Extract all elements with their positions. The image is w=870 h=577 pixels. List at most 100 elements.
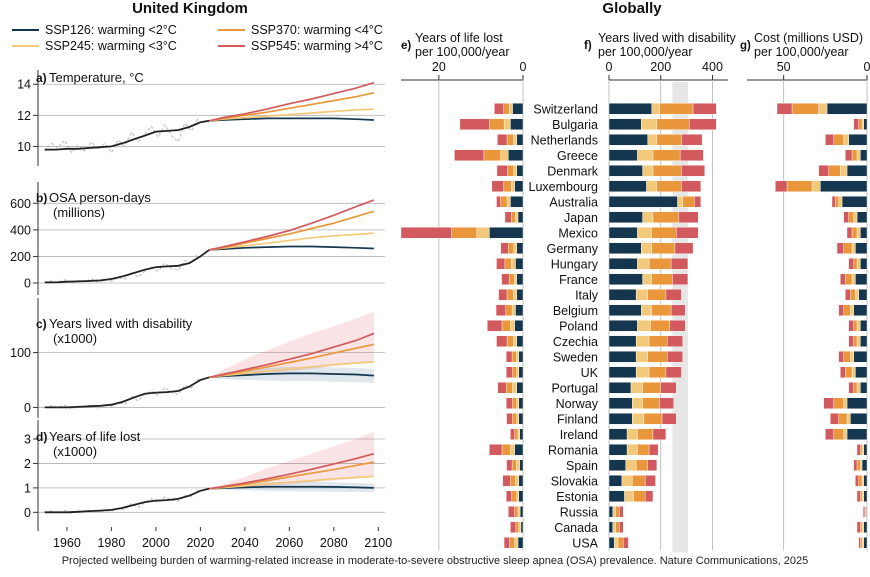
panel-subtitle-c: (x1000) [53,331,97,346]
bar-g-ssp370 [833,397,844,409]
bar-e-ssp245 [513,165,517,177]
bar-f-ssp545 [681,180,702,192]
bar-e-ssp245 [508,103,513,115]
y-tick-label-b: 200 [10,250,31,264]
bar-g-ssp370 [843,304,851,316]
bar-e-ssp545 [496,335,508,347]
observed-series [44,252,199,285]
bar-e-ssp245 [516,366,519,378]
panel-label-g: g) [740,40,751,52]
bar-f-ssp545 [670,258,689,270]
bar-f-ssp370 [648,258,672,270]
bar-g-ssp370 [835,196,839,208]
country-label: Denmark [547,164,598,178]
bar-f-ssp370 [648,335,668,347]
bar-f-ssp126 [608,506,614,518]
bar-f-ssp245 [642,273,652,285]
bar-f-ssp545 [667,335,683,347]
bar-f-ssp245 [641,304,652,316]
x-tick-label: 2080 [320,536,348,550]
bar-g-ssp126 [856,211,868,223]
bar-e-ssp245 [476,227,490,239]
bar-f-ssp126 [608,382,632,394]
bar-e-ssp126 [514,444,524,456]
x-tick-label-f: 0 [606,60,613,74]
projection-ssp545 [209,452,375,490]
bar-e-ssp545 [454,149,485,161]
bar-g-ssp126 [860,258,868,270]
bar-g-ssp545 [776,103,793,115]
panel-subtitle-e: per 100,000/year [415,45,510,59]
panel-title-a: Temperature, °C [49,70,144,85]
country-label: Switzerland [533,102,598,116]
bar-g-ssp545 [856,444,861,456]
bar-f-ssp245 [635,289,649,301]
projection-ssp245 [209,108,374,122]
bar-e-ssp126 [518,366,524,378]
country-label: UK [581,366,599,380]
bar-f-ssp245 [612,506,616,518]
bar-e-ssp545 [505,366,513,378]
panel-c: 0 100 c) Years lived with disability(x1000) [10,298,385,418]
bar-g-ssp545 [830,413,839,425]
bar-g-ssp545 [846,227,853,239]
bar-f-ssp545 [647,459,658,471]
left-title: United Kingdom [132,0,248,17]
bar-e-ssp370 [503,103,510,115]
bar-g-ssp245 [856,149,861,161]
bar-g-ssp370 [860,490,863,502]
panel-label-b: b) [36,191,47,205]
bar-e-ssp245 [514,537,519,549]
observed-series [44,118,199,154]
bar-g-ssp126 [820,180,868,192]
bar-g-ssp545 [838,304,844,316]
bar-g-ssp245 [856,227,861,239]
bar-f-ssp126 [608,227,638,239]
bar-f-ssp545 [619,506,624,518]
bar-g-ssp126 [860,382,868,394]
bar-e-ssp545 [501,273,510,285]
projection-ssp126 [209,245,374,251]
bar-e-ssp370 [511,459,517,471]
bar-g-ssp545 [831,196,836,208]
bar-f-ssp370 [656,134,682,146]
country-label: Norway [556,397,599,411]
bar-f-ssp545 [665,289,682,301]
country-label: Romania [548,443,598,457]
bar-f-ssp245 [612,521,616,533]
country-label: Australia [549,195,598,209]
bar-g-ssp370 [850,289,856,301]
bar-f-ssp370 [635,459,649,471]
bar-f-ssp126 [608,242,642,254]
bar-e-ssp245 [511,180,515,192]
bar-f-ssp370 [651,242,676,254]
bar-e-ssp245 [511,304,516,316]
projection-ssp245 [209,361,374,379]
bar-f-ssp245 [621,475,633,487]
bar-f-ssp245 [641,242,652,254]
bar-g-ssp245 [861,444,864,456]
panel-label-f: f) [584,40,592,52]
bar-g-ssp126 [863,475,868,487]
bar-g-ssp126 [841,196,868,208]
projection-ssp370 [209,343,375,379]
bar-f-ssp545 [659,397,674,409]
bar-g-ssp245 [843,134,849,146]
bar-e-ssp370 [505,304,513,316]
bar-f-ssp126 [608,149,638,161]
bar-e-ssp545 [494,103,504,115]
bar-g-ssp245 [843,397,848,409]
bar-g-ssp245 [855,289,859,301]
bar-f-ssp245 [651,103,660,115]
bar-e-ssp126 [519,428,524,440]
bar-f-ssp126 [608,273,643,285]
projection-ssp126 [209,117,374,122]
historical-series [44,119,210,151]
bar-e-ssp370 [503,180,512,192]
bar-f-ssp126 [608,521,614,533]
bar-g-ssp126 [863,490,868,502]
bar-e-ssp245 [513,289,517,301]
bar-g-ssp126 [853,304,868,316]
historical-series [44,249,210,284]
bar-g-ssp126 [863,537,868,549]
